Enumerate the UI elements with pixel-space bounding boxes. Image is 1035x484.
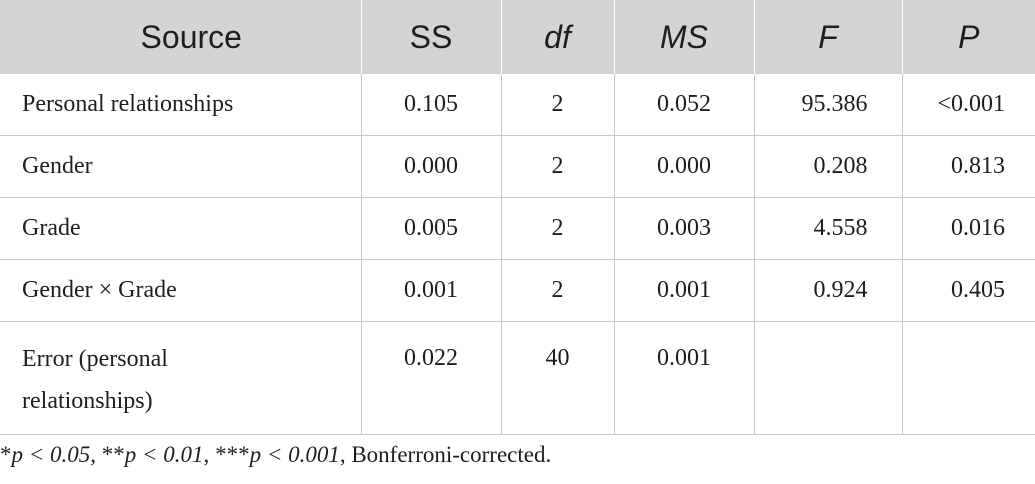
cell-ss: 0.001 [360, 259, 501, 322]
cell-f [753, 321, 902, 435]
cell-df: 2 [500, 135, 614, 198]
cell-source: Error (personal relationships) [0, 321, 361, 435]
cell-source: Gender × Grade [0, 259, 361, 322]
cell-ms: 0.052 [613, 74, 754, 136]
footnote-p01: p < 0.01, [124, 442, 216, 467]
header-p: P [901, 0, 1035, 74]
table-row: Error (personal relationships) 0.022 40 … [0, 321, 1035, 435]
cell-source: Grade [0, 197, 361, 260]
cell-ss: 0.000 [360, 135, 501, 198]
header-f: F [753, 0, 902, 74]
table-footnote: *p < 0.05, **p < 0.01, ***p < 0.001, Bon… [0, 442, 551, 468]
header-ms: MS [613, 0, 754, 74]
header-ss: SS [360, 0, 501, 74]
header-row: Source SS df MS F P [0, 0, 1035, 74]
cell-ms: 0.000 [613, 135, 754, 198]
table-header: Source SS df MS F P [0, 0, 1035, 74]
cell-source: Personal relationships [0, 74, 361, 136]
cell-p: <0.001 [901, 74, 1035, 136]
footnote-star-2: ** [101, 442, 125, 467]
table-row: Gender × Grade 0.001 2 0.001 0.924 0.405 [0, 259, 1035, 322]
cell-df: 2 [500, 259, 614, 322]
cell-ms: 0.001 [613, 259, 754, 322]
table-row: Grade 0.005 2 0.003 4.558 0.016 [0, 197, 1035, 260]
cell-df: 2 [500, 74, 614, 136]
cell-df: 2 [500, 197, 614, 260]
footnote-p05: p < 0.05, [11, 442, 102, 467]
cell-p: 0.813 [901, 135, 1035, 198]
anova-table-container: Source SS df MS F P Personal relationshi… [0, 0, 1035, 435]
cell-ss: 0.105 [360, 74, 501, 136]
cell-p: 0.405 [901, 259, 1035, 322]
cell-p [901, 321, 1035, 435]
anova-table: Source SS df MS F P Personal relationshi… [0, 0, 1035, 435]
table-row: Personal relationships 0.105 2 0.052 95.… [0, 74, 1035, 136]
cell-f: 4.558 [753, 197, 902, 260]
table-body: Personal relationships 0.105 2 0.052 95.… [0, 74, 1035, 435]
header-df: df [500, 0, 614, 74]
cell-ms: 0.003 [613, 197, 754, 260]
footnote-p001: p < 0.001 [249, 442, 340, 467]
cell-p: 0.016 [901, 197, 1035, 260]
cell-f: 95.386 [753, 74, 902, 136]
cell-source: Gender [0, 135, 361, 198]
table-row: Gender 0.000 2 0.000 0.208 0.813 [0, 135, 1035, 198]
footnote-tail: , Bonferroni-corrected. [339, 442, 552, 467]
footnote-star-3: *** [215, 442, 250, 467]
cell-ss: 0.022 [360, 321, 501, 435]
footnote-star-1: * [0, 442, 12, 467]
cell-ms: 0.001 [613, 321, 754, 435]
cell-df: 40 [500, 321, 614, 435]
header-source: Source [0, 0, 361, 74]
cell-f: 0.208 [753, 135, 902, 198]
cell-ss: 0.005 [360, 197, 501, 260]
cell-f: 0.924 [753, 259, 902, 322]
